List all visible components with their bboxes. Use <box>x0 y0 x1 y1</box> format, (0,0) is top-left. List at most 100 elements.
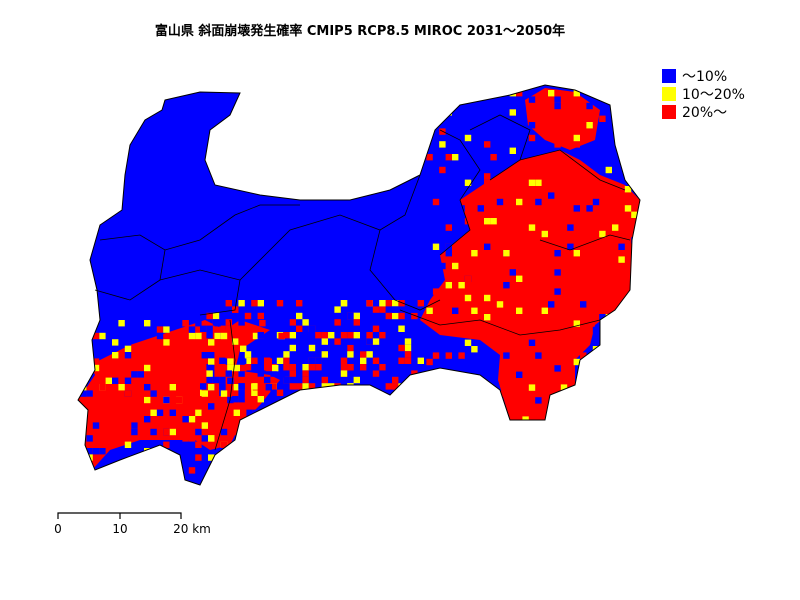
grid-cell <box>464 134 472 142</box>
grid-cell <box>265 441 272 448</box>
grid-cell <box>118 384 125 391</box>
grid-cell <box>372 319 380 326</box>
grid-cell <box>278 332 285 340</box>
grid-cell <box>200 383 207 390</box>
grid-cell <box>86 396 93 404</box>
grid-cell <box>353 319 360 326</box>
grid-cell <box>321 351 328 358</box>
grid-cell <box>464 339 472 346</box>
grid-cell <box>265 364 272 372</box>
grid-cell <box>302 376 309 384</box>
grid-cell <box>227 364 234 372</box>
grid-cell <box>201 422 208 429</box>
grid-cell <box>144 409 151 416</box>
grid-cell <box>225 325 232 332</box>
grid-cell <box>509 269 516 276</box>
grid-cell <box>208 345 215 352</box>
grid-cell <box>353 332 360 339</box>
legend-item-low: ～10% <box>662 67 745 85</box>
grid-cell <box>227 473 234 480</box>
grid-cell <box>156 326 164 333</box>
grid-cell <box>398 344 405 352</box>
grid-cell <box>112 339 119 346</box>
grid-cell <box>612 339 619 346</box>
grid-cell <box>637 333 640 340</box>
grid-cell <box>385 396 392 403</box>
grid-cell <box>156 352 164 359</box>
grid-cell <box>206 370 213 377</box>
legend-label: ～10% <box>682 69 728 85</box>
grid-cell <box>182 435 189 442</box>
grid-cell <box>296 383 303 390</box>
grid-cell <box>490 154 497 161</box>
grid-cell <box>605 275 612 282</box>
grid-cell <box>385 325 392 332</box>
grid-cell <box>124 377 132 384</box>
grid-cell <box>270 396 277 403</box>
grid-cell <box>605 314 612 321</box>
map-title: 富山県 斜面崩壊発生確率 CMIP5 RCP8.5 MIROC 2031～205… <box>154 24 566 39</box>
grid-cell <box>283 351 290 358</box>
grid-cell <box>612 365 619 372</box>
grid-cell <box>340 357 348 364</box>
grid-cell <box>379 364 386 371</box>
high-probability-area-east <box>420 150 640 420</box>
grid-cell <box>624 205 632 212</box>
grid-cell <box>554 128 561 135</box>
grid-cell <box>86 320 93 327</box>
grid-cell <box>206 306 213 313</box>
grid-cell <box>144 390 151 397</box>
grid-cell <box>283 376 290 384</box>
grid-cell <box>302 364 309 371</box>
grid-cell <box>372 325 380 332</box>
grid-cell <box>516 307 523 314</box>
grid-cell <box>484 384 491 391</box>
grid-cell <box>477 301 484 308</box>
grid-cell <box>150 454 157 461</box>
grid-cell <box>366 332 373 339</box>
grid-cell <box>592 198 600 206</box>
grid-cell <box>554 269 561 276</box>
grid-cell <box>509 147 516 154</box>
grid-cell <box>112 435 119 442</box>
grid-cell <box>302 370 309 377</box>
grid-cell <box>573 307 580 314</box>
grid-cell <box>334 319 341 326</box>
grid-cell <box>445 250 452 257</box>
grid-cell <box>257 312 264 320</box>
grid-cell <box>321 376 328 384</box>
grid-cell <box>385 312 392 320</box>
grid-cell <box>471 346 478 353</box>
grid-cell <box>458 320 465 327</box>
grid-cell <box>238 370 245 377</box>
grid-cell <box>548 192 555 199</box>
grid-cell <box>238 396 245 403</box>
grid-cell <box>169 467 176 474</box>
grid-cell <box>624 403 632 410</box>
grid-cell <box>541 301 548 308</box>
grid-cell <box>220 390 228 397</box>
grid-cell <box>238 383 245 390</box>
grid-cell <box>150 428 157 436</box>
grid-cell <box>200 300 207 307</box>
grid-cell <box>264 376 271 384</box>
grid-cell <box>573 320 580 327</box>
grid-cell <box>144 320 151 327</box>
grid-cell <box>182 320 189 327</box>
grid-cell <box>240 428 247 436</box>
grid-cell <box>426 243 433 250</box>
grid-cell <box>201 352 208 359</box>
grid-cell <box>484 141 491 148</box>
grid-cell <box>265 384 272 391</box>
grid-cell <box>296 300 303 307</box>
grid-cell <box>573 205 580 212</box>
grid-cell <box>516 339 523 346</box>
grid-cell <box>353 376 360 384</box>
grid-cell <box>272 422 279 429</box>
grid-cell <box>398 312 405 320</box>
grid-cell <box>144 396 151 404</box>
grid-cell <box>225 332 232 339</box>
grid-cell <box>195 428 202 436</box>
grid-cell <box>535 179 542 186</box>
grid-cell <box>308 325 316 332</box>
